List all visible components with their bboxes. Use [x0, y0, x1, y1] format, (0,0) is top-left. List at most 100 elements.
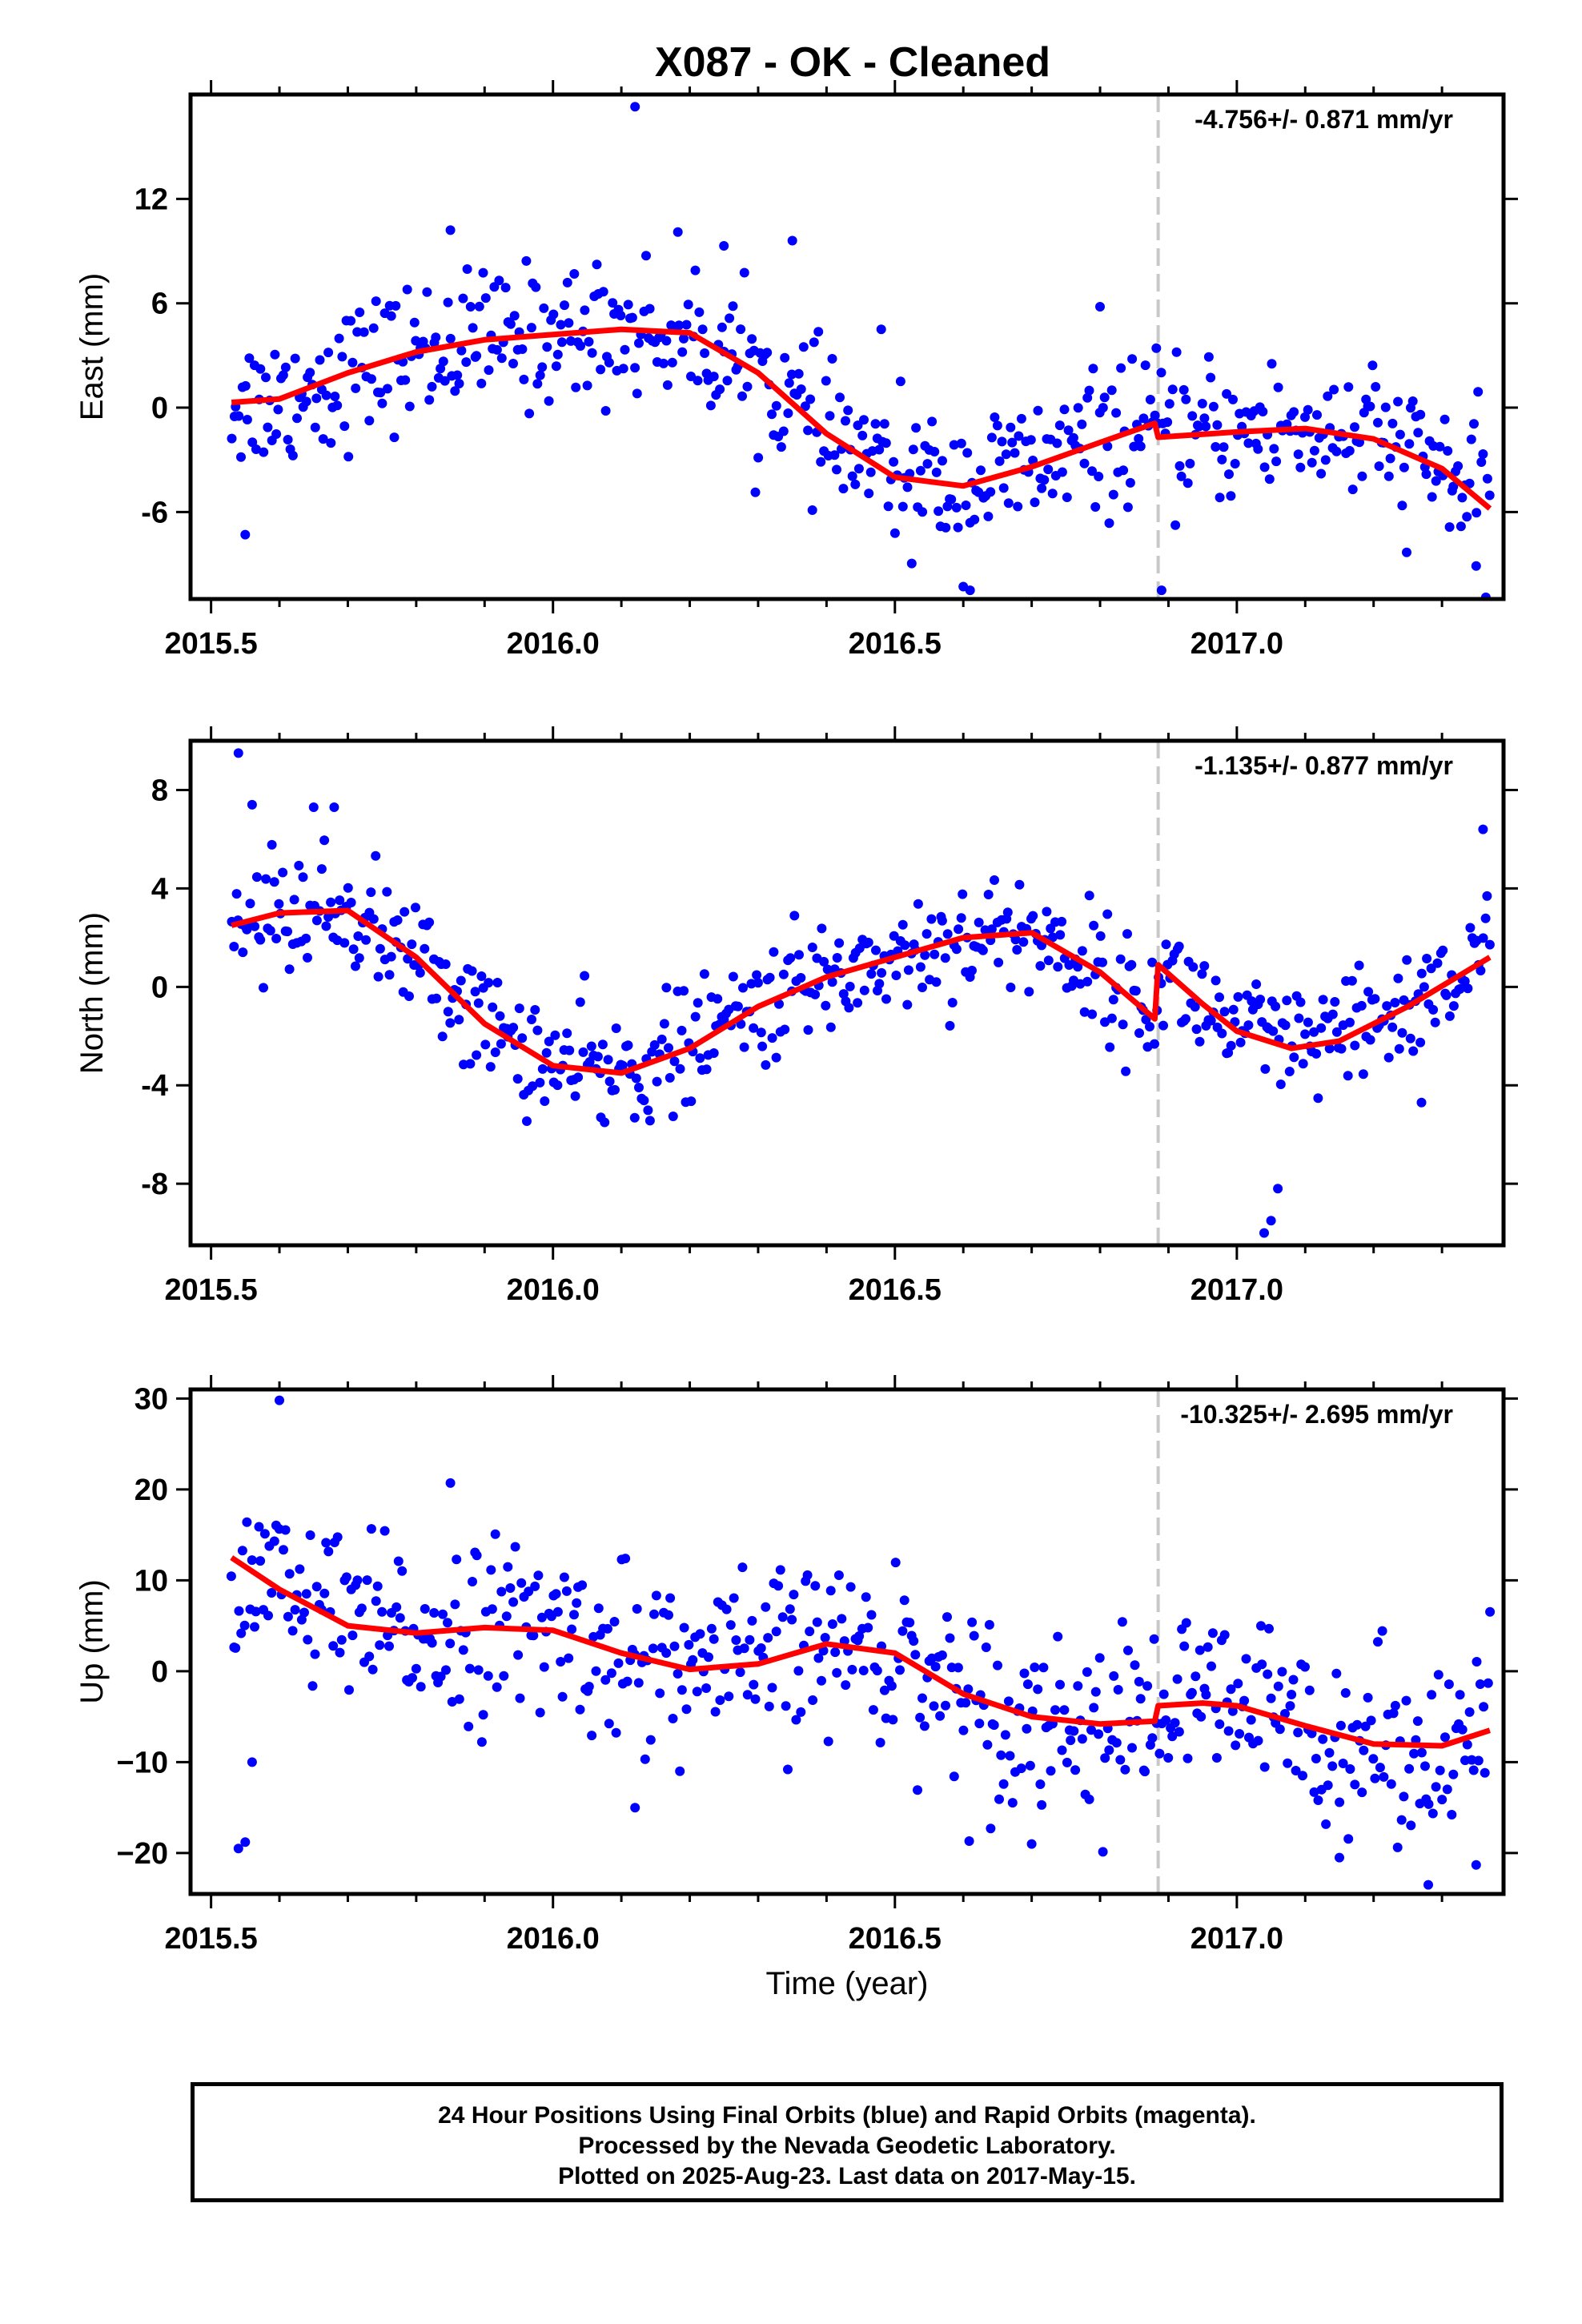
- data-point: [1191, 1024, 1202, 1035]
- data-point: [1277, 1667, 1287, 1677]
- data-point: [854, 1631, 865, 1641]
- data-point: [874, 979, 885, 989]
- x-axis-label: Time (year): [766, 1966, 929, 2001]
- data-point: [1070, 1765, 1081, 1775]
- data-point: [616, 311, 626, 320]
- data-point: [889, 931, 899, 941]
- data-point: [1105, 1042, 1115, 1052]
- data-point: [242, 415, 252, 424]
- data-point: [631, 1073, 641, 1084]
- data-point: [1082, 1667, 1092, 1677]
- data-point: [473, 998, 484, 1008]
- data-point: [1435, 441, 1445, 452]
- data-point: [710, 1707, 721, 1717]
- data-point: [627, 312, 637, 323]
- data-point: [347, 357, 358, 368]
- data-point: [1390, 1700, 1400, 1711]
- data-point: [1416, 1097, 1427, 1108]
- data-point: [372, 1581, 383, 1591]
- data-point: [775, 1565, 785, 1575]
- data-point: [1111, 408, 1122, 418]
- data-point: [889, 528, 900, 538]
- data-point: [771, 400, 781, 411]
- footer-line-3: Plotted on 2025-Aug-23. Last data on 201…: [558, 2163, 1136, 2189]
- data-point: [1480, 1767, 1490, 1778]
- data-point: [303, 952, 312, 963]
- data-point: [872, 1666, 882, 1676]
- data-point: [384, 970, 395, 980]
- data-point: [470, 987, 480, 997]
- data-point: [675, 1766, 685, 1776]
- data-point: [1316, 1023, 1327, 1033]
- data-point: [1370, 1773, 1380, 1783]
- data-point: [709, 1048, 719, 1058]
- data-point: [668, 1714, 678, 1723]
- data-point: [1345, 1764, 1355, 1774]
- data-point: [1134, 1028, 1144, 1038]
- data-point: [361, 935, 371, 945]
- data-point: [1043, 464, 1054, 475]
- data-point: [1354, 960, 1364, 971]
- data-point: [1150, 1039, 1159, 1049]
- data-point: [328, 1641, 339, 1651]
- data-point: [951, 502, 962, 513]
- data-point: [802, 1570, 813, 1580]
- data-point: [1288, 1675, 1299, 1685]
- data-point: [1344, 445, 1355, 456]
- data-point: [837, 1614, 847, 1624]
- data-point: [1392, 1842, 1403, 1852]
- data-point: [812, 1617, 822, 1627]
- data-point: [240, 529, 251, 540]
- data-point: [617, 1060, 628, 1071]
- data-point: [661, 336, 672, 346]
- data-point: [982, 1739, 993, 1750]
- data-point: [1228, 394, 1238, 404]
- data-point: [478, 1710, 488, 1720]
- data-point: [1473, 1755, 1484, 1766]
- footer-line-2: Processed by the Nevada Geodetic Laborat…: [578, 2133, 1116, 2159]
- data-point: [810, 1581, 821, 1591]
- data-point: [1416, 1747, 1427, 1758]
- data-point: [1267, 359, 1277, 369]
- data-point: [926, 914, 937, 924]
- data-point: [1039, 475, 1050, 485]
- data-point: [895, 1665, 905, 1675]
- data-point: [259, 1529, 270, 1539]
- data-point: [725, 1620, 736, 1630]
- data-point: [1373, 417, 1383, 428]
- data-point: [575, 997, 585, 1007]
- data-point: [307, 1681, 318, 1691]
- footer-box: 24 Hour Positions Using Final Orbits (bl…: [191, 2082, 1504, 2202]
- data-point: [1273, 382, 1283, 392]
- data-point: [1057, 467, 1067, 477]
- data-point: [231, 1642, 241, 1653]
- data-point: [443, 297, 453, 308]
- data-point: [284, 964, 295, 975]
- data-point: [452, 1554, 462, 1565]
- data-point: [1174, 460, 1185, 471]
- data-point: [1162, 417, 1173, 428]
- data-point: [440, 376, 450, 386]
- y-tick-label: 0: [151, 1655, 168, 1689]
- data-point: [864, 489, 874, 499]
- data-point: [484, 365, 494, 376]
- data-point: [480, 1039, 491, 1050]
- data-point: [1082, 392, 1093, 403]
- data-point: [606, 1668, 616, 1679]
- data-point: [931, 467, 942, 477]
- data-point: [275, 1395, 284, 1405]
- data-point: [853, 464, 864, 474]
- data-point: [1433, 1670, 1443, 1680]
- data-point: [303, 1634, 313, 1645]
- data-point: [524, 408, 535, 419]
- data-point: [1135, 441, 1146, 452]
- data-point: [1307, 457, 1317, 468]
- data-point: [785, 1604, 795, 1614]
- data-point: [1329, 384, 1339, 395]
- data-point: [1016, 1763, 1026, 1774]
- data-point: [335, 895, 345, 906]
- data-point: [512, 1074, 523, 1084]
- data-point: [1482, 891, 1492, 901]
- plots-svg: 2015.5 2016.0 2016.5 2017.0 12 6 0 -6 East (mm) -…: [74, 80, 1518, 2001]
- data-point: [715, 1695, 725, 1705]
